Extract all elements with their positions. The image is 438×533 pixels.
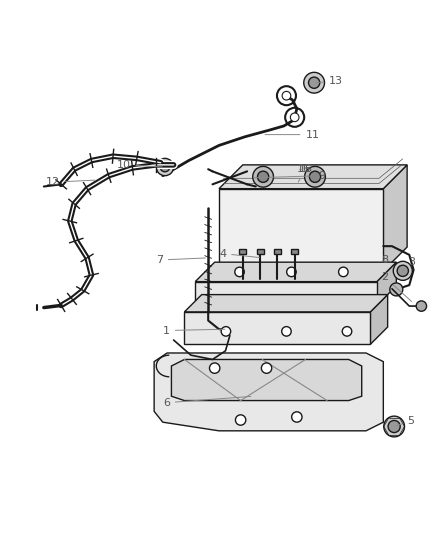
Polygon shape (154, 353, 383, 431)
Circle shape (261, 363, 272, 373)
Text: 4: 4 (219, 248, 259, 259)
Text: 5: 5 (397, 416, 414, 426)
Polygon shape (291, 249, 298, 254)
Circle shape (393, 261, 412, 280)
Circle shape (156, 158, 173, 176)
Polygon shape (383, 165, 407, 271)
Text: 7: 7 (155, 255, 205, 265)
Circle shape (292, 412, 302, 422)
Text: 13: 13 (317, 76, 343, 86)
Circle shape (397, 265, 408, 277)
Polygon shape (171, 359, 362, 401)
Text: 16: 16 (298, 164, 313, 182)
Text: 3: 3 (403, 257, 415, 271)
Text: 10: 10 (117, 160, 162, 170)
Circle shape (304, 72, 325, 93)
Circle shape (236, 415, 246, 425)
Circle shape (287, 267, 296, 277)
Polygon shape (371, 295, 388, 344)
Text: 8: 8 (381, 255, 389, 265)
Text: 12: 12 (46, 177, 95, 187)
Circle shape (416, 301, 427, 311)
Polygon shape (274, 249, 281, 254)
Polygon shape (219, 165, 407, 189)
Polygon shape (195, 281, 377, 305)
Polygon shape (195, 262, 396, 281)
Circle shape (221, 327, 231, 336)
Polygon shape (184, 312, 371, 344)
Text: 6: 6 (163, 397, 251, 408)
Text: 11: 11 (265, 130, 319, 140)
Polygon shape (257, 249, 264, 254)
Circle shape (308, 77, 320, 88)
Circle shape (282, 91, 291, 100)
Circle shape (235, 267, 244, 277)
Circle shape (160, 162, 170, 172)
Text: 16: 16 (297, 164, 311, 174)
Circle shape (282, 327, 291, 336)
Text: 2: 2 (381, 272, 412, 301)
Text: 1: 1 (163, 326, 225, 335)
Circle shape (290, 113, 299, 122)
Circle shape (253, 166, 273, 187)
Polygon shape (219, 189, 383, 271)
Polygon shape (377, 262, 396, 305)
Circle shape (390, 283, 403, 296)
Circle shape (209, 363, 220, 373)
Text: 9: 9 (254, 171, 325, 181)
Circle shape (388, 421, 400, 433)
Circle shape (258, 171, 269, 182)
Circle shape (309, 171, 321, 182)
Polygon shape (184, 295, 388, 312)
Circle shape (342, 327, 352, 336)
Circle shape (304, 166, 325, 187)
Circle shape (339, 267, 348, 277)
Circle shape (384, 416, 405, 437)
Polygon shape (239, 249, 246, 254)
